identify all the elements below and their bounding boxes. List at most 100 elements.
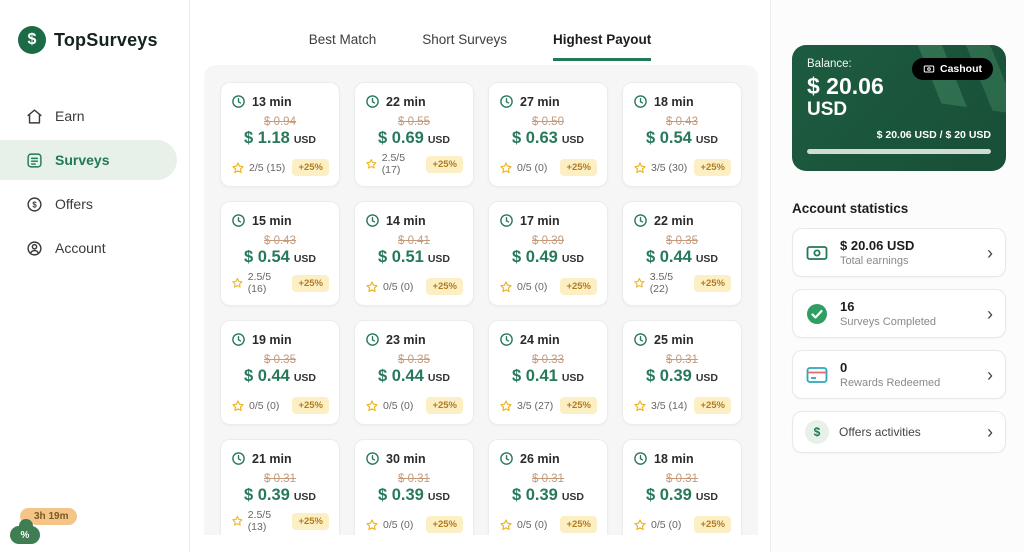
main-content: Best Match Short Surveys Highest Payout … <box>190 0 770 552</box>
clock-icon <box>634 452 647 465</box>
clock-icon <box>500 452 513 465</box>
tab-best-match[interactable]: Best Match <box>308 32 377 47</box>
balance-card: Balance: $ 20.06 USD Cashout $ 20.06 USD… <box>792 45 1006 171</box>
survey-card[interactable]: 22 min $ 0.55 $ 0.69 USD 2.5/5 (17) +25% <box>354 82 474 187</box>
survey-card[interactable]: 15 min $ 0.43 $ 0.54 USD 2.5/5 (16) +25% <box>220 201 340 306</box>
clock-icon <box>366 214 379 227</box>
balance-amount: $ 20.06 <box>807 73 884 99</box>
survey-currency: USD <box>293 491 317 503</box>
survey-currency: USD <box>427 491 451 503</box>
survey-card[interactable]: 13 min $ 0.94 $ 1.18 USD 2/5 (15) +25% <box>220 82 340 187</box>
survey-card[interactable]: 19 min $ 0.35 $ 0.44 USD 0/5 (0) +25% <box>220 320 340 425</box>
sidebar-item-earn[interactable]: Earn <box>0 96 177 136</box>
survey-card[interactable]: 17 min $ 0.39 $ 0.49 USD 0/5 (0) +25% <box>488 201 608 306</box>
survey-currency: USD <box>561 372 585 384</box>
survey-duration: 30 min <box>386 451 426 466</box>
survey-card[interactable]: 23 min $ 0.35 $ 0.44 USD 0/5 (0) +25% <box>354 320 474 425</box>
clock-icon <box>634 95 647 108</box>
brand-logo[interactable]: $ TopSurveys <box>0 0 189 54</box>
survey-card[interactable]: 25 min $ 0.31 $ 0.39 USD 3/5 (14) +25% <box>622 320 742 425</box>
survey-price: $ 0.51 <box>377 248 424 266</box>
survey-old-price: $ 0.94 <box>264 116 296 128</box>
balance-progress-text: $ 20.06 USD / $ 20 USD <box>876 128 991 141</box>
cashout-icon <box>923 65 935 73</box>
survey-duration: 19 min <box>252 332 292 347</box>
stat-card-rewards-redeemed[interactable]: 0 Rewards Redeemed › <box>792 350 1006 399</box>
bonus-badge: +25% <box>292 159 329 176</box>
survey-duration: 21 min <box>252 451 292 466</box>
sidebar-item-account[interactable]: Account <box>0 228 177 268</box>
survey-rating: 0/5 (0) <box>517 280 548 293</box>
card-icon <box>806 366 828 383</box>
survey-currency: USD <box>293 253 317 265</box>
clock-icon <box>634 333 647 346</box>
bonus-badge: +25% <box>426 397 463 414</box>
survey-rating: 0/5 (0) <box>651 518 682 531</box>
stat-label: Rewards Redeemed <box>840 377 941 389</box>
star-icon <box>500 161 512 173</box>
survey-card[interactable]: 27 min $ 0.50 $ 0.63 USD 0/5 (0) +25% <box>488 82 608 187</box>
tab-highest-payout[interactable]: Highest Payout <box>553 32 652 61</box>
clock-icon <box>366 333 379 346</box>
survey-rating: 0/5 (0) <box>383 518 414 531</box>
survey-currency: USD <box>293 372 317 384</box>
survey-price: $ 1.18 <box>243 129 290 147</box>
survey-card[interactable]: 24 min $ 0.33 $ 0.41 USD 3/5 (27) +25% <box>488 320 608 425</box>
survey-card[interactable]: 18 min $ 0.43 $ 0.54 USD 3/5 (30) +25% <box>622 82 742 187</box>
clock-icon <box>366 95 379 108</box>
sidebar-item-label: Offers <box>55 196 93 212</box>
survey-card[interactable]: 18 min $ 0.31 $ 0.39 USD 0/5 (0) +25% <box>622 439 742 535</box>
survey-old-price: $ 0.43 <box>666 116 698 128</box>
survey-card[interactable]: 22 min $ 0.35 $ 0.44 USD 3.5/5 (22) +25% <box>622 201 742 306</box>
survey-card[interactable]: 30 min $ 0.31 $ 0.39 USD 0/5 (0) +25% <box>354 439 474 535</box>
survey-price: $ 0.44 <box>377 367 424 385</box>
stat-card-total-earnings[interactable]: $ 20.06 USD Total earnings › <box>792 228 1006 277</box>
survey-duration: 14 min <box>386 213 426 228</box>
survey-old-price: $ 0.35 <box>264 354 296 366</box>
survey-currency: USD <box>427 134 451 146</box>
survey-price: $ 0.39 <box>645 367 692 385</box>
cashout-button[interactable]: Cashout <box>912 58 993 80</box>
star-icon <box>500 280 512 292</box>
clock-icon <box>232 452 245 465</box>
survey-price: $ 0.41 <box>511 367 558 385</box>
survey-old-price: $ 0.50 <box>532 116 564 128</box>
survey-duration: 15 min <box>252 213 292 228</box>
sidebar-item-label: Earn <box>55 108 85 124</box>
stat-value: 16 <box>840 299 855 314</box>
star-icon <box>500 399 512 411</box>
survey-card[interactable]: 21 min $ 0.31 $ 0.39 USD 2.5/5 (13) +25% <box>220 439 340 535</box>
svg-text:$: $ <box>32 200 37 209</box>
survey-card[interactable]: 26 min $ 0.31 $ 0.39 USD 0/5 (0) +25% <box>488 439 608 535</box>
surveys-list-icon <box>27 152 42 168</box>
survey-currency: USD <box>695 253 719 265</box>
survey-rating: 0/5 (0) <box>517 161 548 174</box>
survey-currency: USD <box>561 134 585 146</box>
survey-rating: 3/5 (14) <box>651 399 688 412</box>
tab-short-surveys[interactable]: Short Surveys <box>422 32 508 47</box>
survey-old-price: $ 0.35 <box>666 235 698 247</box>
survey-duration: 27 min <box>520 94 560 109</box>
sidebar-item-offers[interactable]: $ Offers <box>0 184 177 224</box>
survey-duration: 26 min <box>520 451 560 466</box>
account-statistics-title: Account statistics <box>792 201 909 216</box>
bonus-badge: +25% <box>426 278 463 295</box>
sidebar-item-label: Account <box>55 240 106 256</box>
bonus-timer-widget[interactable]: 3h 19m % <box>8 508 78 546</box>
sidebar: $ TopSurveys Earn Surveys $ Offers Accou… <box>0 0 190 552</box>
stat-label: Surveys Completed <box>840 316 936 328</box>
stat-card-surveys-completed[interactable]: 16 Surveys Completed › <box>792 289 1006 338</box>
survey-price: $ 0.44 <box>243 367 290 385</box>
bonus-badge: +25% <box>560 278 597 295</box>
offers-activities-card[interactable]: $ Offers activities › <box>792 411 1006 453</box>
bonus-badge: +25% <box>694 516 731 533</box>
survey-old-price: $ 0.55 <box>398 116 430 128</box>
sidebar-item-surveys[interactable]: Surveys <box>0 140 177 180</box>
user-icon <box>27 240 42 256</box>
survey-price: $ 0.54 <box>243 248 290 266</box>
survey-price: $ 0.39 <box>377 486 424 504</box>
survey-rating: 2.5/5 (16) <box>247 271 272 295</box>
star-icon <box>232 277 243 288</box>
survey-card[interactable]: 14 min $ 0.41 $ 0.51 USD 0/5 (0) +25% <box>354 201 474 306</box>
wallet-icon <box>806 245 828 260</box>
